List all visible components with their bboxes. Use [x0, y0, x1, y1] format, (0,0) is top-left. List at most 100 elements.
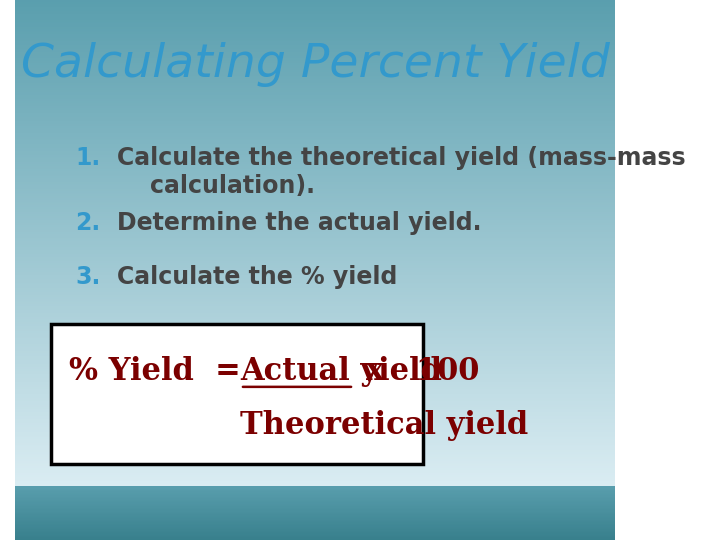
Bar	[15, 150, 614, 151]
Bar	[15, 437, 614, 439]
Bar	[15, 525, 614, 528]
Bar	[15, 427, 614, 428]
Text: % Yield  =: % Yield =	[69, 356, 252, 387]
Bar	[15, 9, 614, 11]
Bar	[15, 482, 614, 484]
Bar	[15, 532, 614, 534]
FancyBboxPatch shape	[51, 324, 423, 464]
Bar	[15, 191, 614, 193]
Bar	[15, 503, 614, 505]
Bar	[15, 178, 614, 180]
Bar	[15, 526, 614, 528]
Bar	[15, 410, 614, 412]
Bar	[15, 238, 614, 239]
Bar	[15, 513, 614, 515]
Bar	[15, 93, 614, 96]
Bar	[15, 510, 614, 512]
Bar	[15, 535, 614, 536]
Bar	[15, 514, 614, 516]
Bar	[15, 270, 614, 272]
Bar	[15, 491, 614, 493]
Bar	[15, 193, 614, 194]
Bar	[15, 496, 614, 497]
Bar	[15, 38, 614, 39]
Bar	[15, 428, 614, 430]
Bar	[15, 492, 614, 494]
Bar	[15, 81, 614, 83]
Bar	[15, 227, 614, 228]
Bar	[15, 59, 614, 61]
Bar	[15, 140, 614, 142]
Bar	[15, 353, 614, 355]
Bar	[15, 76, 614, 77]
Bar	[15, 407, 614, 409]
Bar	[15, 459, 614, 461]
Bar	[15, 425, 614, 427]
Bar	[15, 501, 614, 502]
Bar	[15, 454, 614, 455]
Bar	[15, 521, 614, 523]
Bar	[15, 529, 614, 531]
Bar	[15, 36, 614, 38]
Bar	[15, 288, 614, 290]
Bar	[15, 414, 614, 416]
Bar	[15, 221, 614, 223]
Bar	[15, 49, 614, 50]
Bar	[15, 286, 614, 288]
Bar	[15, 216, 614, 218]
Bar	[15, 0, 614, 2]
Bar	[15, 207, 614, 209]
Bar	[15, 258, 614, 259]
Bar	[15, 373, 614, 374]
Bar	[15, 347, 614, 349]
Bar	[15, 66, 614, 69]
Bar	[15, 528, 614, 529]
Bar	[15, 366, 614, 367]
Bar	[15, 538, 614, 540]
Bar	[15, 295, 614, 297]
Bar	[15, 187, 614, 189]
Bar	[15, 198, 614, 200]
Bar	[15, 464, 614, 466]
Bar	[15, 211, 614, 212]
Bar	[15, 400, 614, 401]
Bar	[15, 416, 614, 417]
Bar	[15, 405, 614, 407]
Bar	[15, 320, 614, 322]
Bar	[15, 322, 614, 324]
Bar	[15, 162, 614, 164]
Bar	[15, 439, 614, 441]
Bar	[15, 261, 614, 263]
Bar	[15, 147, 614, 150]
Bar	[15, 504, 614, 506]
Bar	[15, 525, 614, 526]
Bar	[15, 266, 614, 268]
Bar	[15, 523, 614, 524]
Bar	[15, 177, 614, 178]
Bar	[15, 509, 614, 511]
Bar	[15, 517, 614, 518]
Bar	[15, 315, 614, 317]
Bar	[15, 58, 614, 59]
Bar	[15, 85, 614, 86]
Bar	[15, 434, 614, 436]
Bar	[15, 519, 614, 521]
Bar	[15, 96, 614, 97]
Bar	[15, 142, 614, 144]
Bar	[15, 535, 614, 536]
Bar	[15, 56, 614, 58]
Bar	[15, 245, 614, 247]
Bar	[15, 412, 614, 414]
Bar	[15, 441, 614, 443]
Bar	[15, 115, 614, 117]
Bar	[15, 43, 614, 45]
Bar	[15, 487, 614, 489]
Bar	[15, 255, 614, 258]
Bar	[15, 507, 614, 508]
Bar	[15, 484, 614, 486]
Bar	[15, 137, 614, 139]
Bar	[15, 452, 614, 454]
Bar	[15, 506, 614, 508]
Bar	[15, 355, 614, 356]
Bar	[15, 2, 614, 4]
